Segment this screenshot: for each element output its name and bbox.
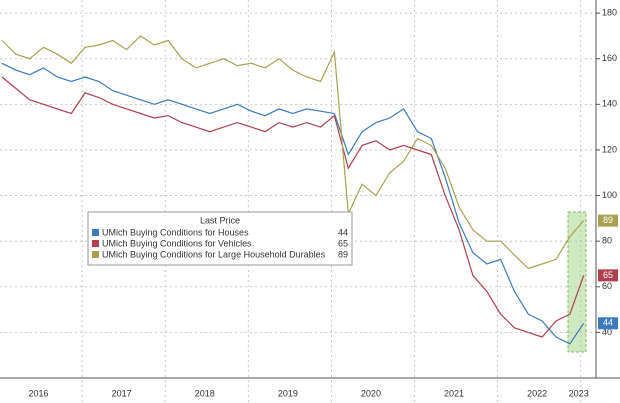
- line-series: [1, 62, 585, 345]
- legend: Last Price UMich Buying Conditions for H…: [87, 211, 353, 266]
- line-series: [1, 76, 585, 338]
- last-value-tag: [598, 269, 618, 282]
- last-value-label: 89: [603, 215, 613, 225]
- last-value-tag: [598, 317, 618, 330]
- x-tick-label: 2022: [527, 388, 547, 398]
- x-tick-label: 2023: [569, 388, 589, 398]
- last-value-label: 65: [603, 270, 613, 280]
- x-tick-label: 2018: [195, 388, 215, 398]
- legend-swatch: [92, 251, 99, 258]
- highlight-box: [567, 211, 587, 353]
- y-tick-label: 100: [602, 190, 617, 200]
- x-tick-label: 2021: [444, 388, 464, 398]
- x-tick-label: 2020: [361, 388, 381, 398]
- y-tick-label: 60: [602, 281, 612, 291]
- x-tick-label: 2016: [29, 388, 49, 398]
- y-tick-label: 40: [602, 327, 612, 337]
- x-tick-label: 2017: [112, 388, 132, 398]
- legend-value: 44: [338, 227, 348, 237]
- legend-label: UMich Buying Conditions for Vehicles: [102, 238, 252, 248]
- y-tick-label: 180: [602, 7, 617, 17]
- y-tick-label: 160: [602, 53, 617, 63]
- y-tick-label: 120: [602, 144, 617, 154]
- legend-value: 65: [338, 238, 348, 248]
- legend-label: UMich Buying Conditions for Large Househ…: [102, 249, 326, 259]
- legend-label: UMich Buying Conditions for Houses: [102, 227, 249, 237]
- legend-value: 89: [338, 249, 348, 259]
- last-value-label: 44: [603, 318, 613, 328]
- legend-swatch: [92, 229, 99, 236]
- y-tick-label: 140: [602, 99, 617, 109]
- legend-box: [87, 211, 353, 266]
- legend-swatch: [92, 240, 99, 247]
- y-tick-label: 80: [602, 236, 612, 246]
- x-tick-label: 2019: [278, 388, 298, 398]
- line-series: [1, 35, 585, 270]
- legend-title: Last Price: [200, 215, 240, 225]
- last-value-tag: [598, 214, 618, 227]
